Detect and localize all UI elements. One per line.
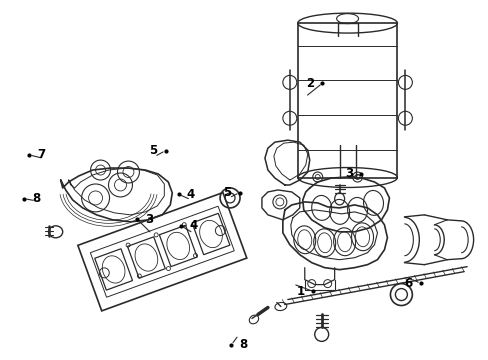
Text: 8: 8 [239,338,247,351]
Text: 4: 4 [186,188,195,201]
Text: 5: 5 [149,144,157,157]
Text: 5: 5 [223,186,231,199]
Text: 2: 2 [305,77,314,90]
Text: 3: 3 [145,213,153,226]
Text: 7: 7 [37,148,45,161]
Text: 1: 1 [296,285,304,298]
Text: 6: 6 [404,277,412,290]
Text: 8: 8 [32,192,40,205]
Text: 4: 4 [189,219,197,233]
Text: 3: 3 [345,167,353,180]
